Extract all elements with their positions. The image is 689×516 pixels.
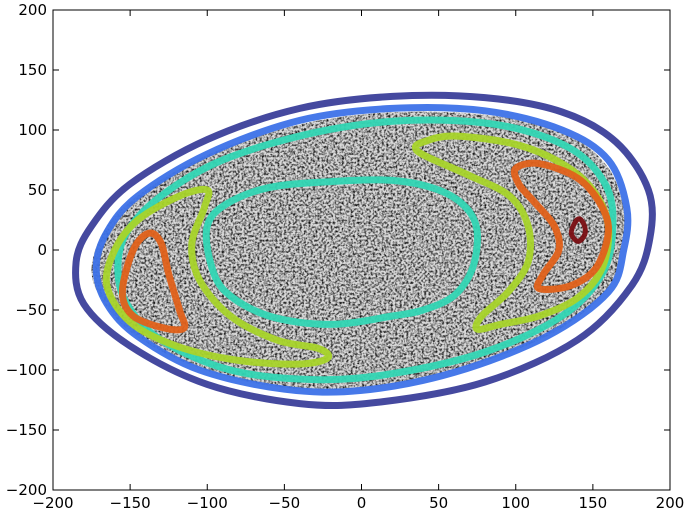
x-tick-label--200: −200: [32, 494, 73, 512]
contour-lines: [72, 91, 656, 410]
y-tick-label-100: 100: [18, 121, 47, 139]
y-tick-label--50: −50: [15, 301, 47, 319]
y-tick-label-0: 0: [37, 241, 47, 259]
y-tick-label--200: −200: [6, 481, 47, 499]
x-tick-label-0: 0: [357, 494, 367, 512]
x-tick-label-200: 200: [656, 494, 685, 512]
y-axis: −200 −150 −100 −50 0 50 100 150 200: [6, 1, 670, 499]
contour-level-5-line-6: [118, 229, 189, 334]
contour-level-3-line-2: [114, 116, 617, 384]
contour-level-5-line-7: [510, 159, 612, 293]
y-tick-label-150: 150: [18, 61, 47, 79]
x-tick-label-50: 50: [429, 494, 448, 512]
x-tick-label-150: 150: [579, 494, 608, 512]
contour-level-1-line-0: [72, 91, 656, 410]
x-tick-label--50: −50: [269, 494, 301, 512]
contour-level-3-line-3: [202, 176, 481, 328]
x-tick-label--150: −150: [110, 494, 151, 512]
y-tick-label--100: −100: [6, 361, 47, 379]
x-axis: −200 −150 −100 −50 0 50 100 150 200: [32, 10, 684, 512]
y-tick-label-200: 200: [18, 1, 47, 19]
x-tick-label-100: 100: [501, 494, 530, 512]
y-tick-label-50: 50: [28, 181, 47, 199]
contour-level-4-line-4: [102, 185, 333, 368]
contour-level-6-line-8: [568, 216, 588, 244]
contour-level-4-line-5: [411, 132, 613, 333]
x-tick-label--100: −100: [187, 494, 228, 512]
y-tick-label--150: −150: [6, 421, 47, 439]
contour-level-2-line-1: [92, 104, 632, 396]
